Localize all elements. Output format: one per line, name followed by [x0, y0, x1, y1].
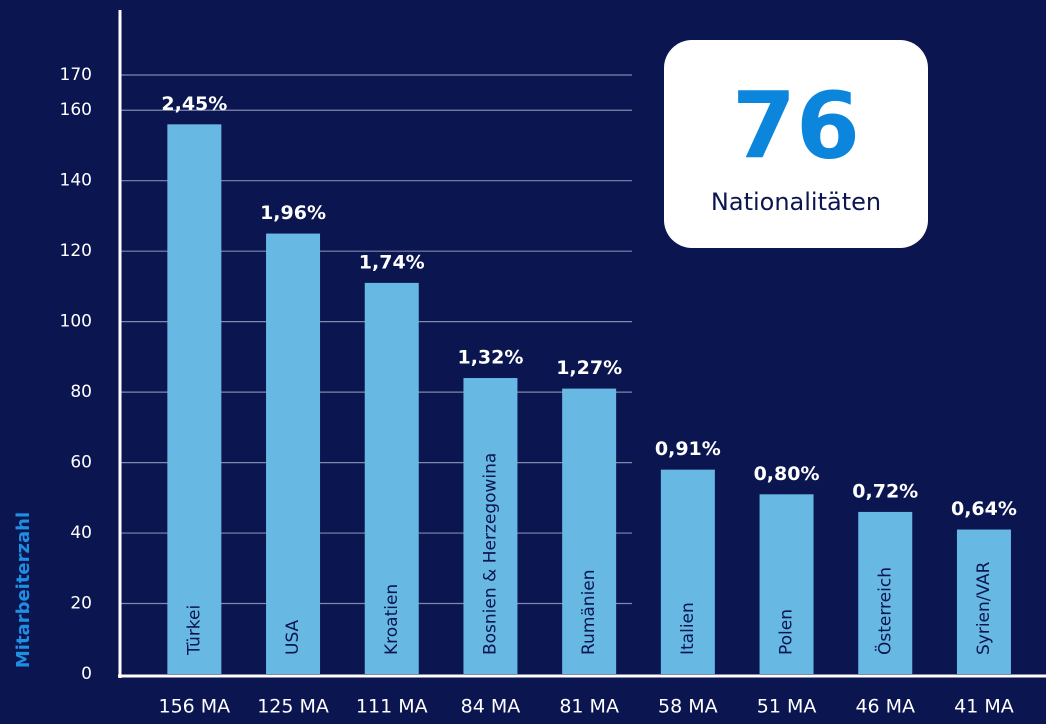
callout-value: 76	[732, 72, 860, 179]
value-label: 156 MA	[158, 696, 230, 718]
value-label: 58 MA	[658, 696, 718, 718]
category-label: Italien	[678, 602, 698, 655]
value-label: 41 MA	[954, 696, 1014, 718]
share-label: 0,80%	[754, 463, 820, 485]
y-tick-label: 60	[70, 453, 92, 473]
bar	[463, 378, 518, 674]
value-label: 84 MA	[461, 696, 521, 718]
bar	[562, 388, 617, 674]
category-label: Österreich	[873, 567, 895, 655]
share-label: 2,45%	[161, 93, 227, 115]
category-label: Türkei	[184, 605, 204, 656]
category-label: Kroatien	[382, 584, 402, 655]
bar	[167, 124, 222, 675]
share-label: 0,72%	[852, 480, 918, 502]
y-tick-label: 120	[60, 241, 92, 261]
category-label: Syrien/VAR	[974, 561, 994, 655]
category-label: Bosnien & Herzegowina	[480, 453, 500, 655]
share-label: 1,96%	[260, 202, 326, 224]
plot: 0 20 40 60 80 100 120 140 160 170 2,45% Türkei 156 M…	[60, 65, 1017, 718]
callout-box	[664, 40, 928, 248]
bar	[956, 529, 1011, 674]
bar	[759, 494, 814, 674]
y-tick-label: 0	[81, 664, 92, 684]
y-tick-label: 80	[70, 382, 92, 402]
callout-label: Nationalitäten	[711, 188, 881, 216]
bar	[364, 282, 419, 674]
value-label: 51 MA	[757, 696, 817, 718]
share-label: 1,32%	[457, 347, 523, 369]
value-label: 125 MA	[257, 696, 329, 718]
y-tick-label: 160	[60, 100, 92, 120]
value-label: 46 MA	[855, 696, 915, 718]
category-label: Polen	[777, 609, 797, 655]
value-label: 81 MA	[559, 696, 619, 718]
category-label: Rumänien	[579, 569, 599, 655]
y-tick-label: 40	[70, 523, 92, 543]
y-axis-label: Mitarbeiterzahl	[13, 512, 34, 668]
bar	[858, 511, 913, 674]
share-label: 1,27%	[556, 357, 622, 379]
bar	[266, 233, 321, 674]
y-tick-label: 140	[60, 171, 92, 191]
y-tick-label: 100	[60, 312, 92, 332]
y-tick-label: 20	[70, 594, 92, 614]
share-label: 0,64%	[951, 498, 1017, 520]
bar	[660, 469, 715, 674]
share-label: 0,91%	[655, 438, 721, 460]
category-label: USA	[283, 619, 303, 655]
y-tick-label: 170	[60, 65, 92, 85]
value-label: 111 MA	[356, 696, 428, 718]
share-label: 1,74%	[359, 251, 425, 273]
